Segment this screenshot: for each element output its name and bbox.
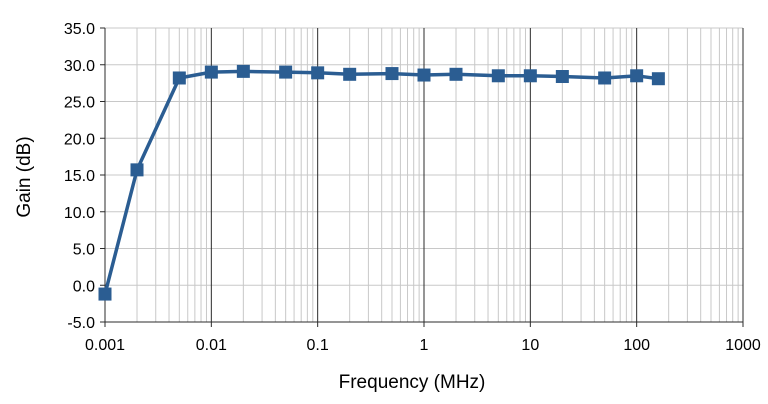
- y-tick-label: 30.0: [64, 58, 95, 75]
- y-tick-label: 15.0: [64, 168, 95, 185]
- x-tick-label: 1: [420, 337, 429, 354]
- x-tick-label: 10: [521, 337, 539, 354]
- data-point-marker: [98, 287, 112, 301]
- x-tick-label: 0.01: [196, 337, 227, 354]
- data-point-marker: [204, 65, 218, 79]
- data-point-marker: [172, 71, 186, 85]
- x-tick-label: 0.1: [307, 337, 329, 354]
- data-point-marker: [417, 68, 431, 82]
- y-tick-label: 35.0: [64, 21, 95, 38]
- data-point-marker: [385, 67, 399, 81]
- data-point-marker: [651, 72, 665, 86]
- data-point-marker: [523, 69, 537, 83]
- x-axis-title: Frequency (MHz): [339, 372, 486, 393]
- data-point-marker: [491, 69, 505, 83]
- y-axis-title: Gain (dB): [14, 136, 35, 217]
- data-point-marker: [343, 67, 357, 81]
- data-point-marker: [311, 66, 325, 80]
- x-tick-label: 1000: [725, 337, 761, 354]
- data-point-marker: [130, 163, 144, 177]
- y-tick-label: 20.0: [64, 131, 95, 148]
- data-point-marker: [279, 65, 293, 79]
- data-point-marker: [555, 70, 569, 84]
- series-layer: [98, 64, 665, 301]
- x-tick-label: 0.001: [85, 337, 125, 354]
- y-tick-labels: -5.0 0.0 5.0 10.0 15.0 20.0 25.0 30.0 35.0: [64, 21, 95, 332]
- data-point-marker: [598, 71, 612, 85]
- x-tick-labels: 0.001 0.01 0.1 1 10 100 1000: [85, 337, 761, 354]
- y-tick-label: 25.0: [64, 95, 95, 112]
- y-tick-label: 0.0: [73, 278, 95, 295]
- y-tick-label: 10.0: [64, 205, 95, 222]
- data-point-marker: [236, 64, 250, 78]
- x-tick-label: 100: [623, 337, 650, 354]
- plot-frame: [100, 27, 744, 327]
- data-point-marker: [449, 67, 463, 81]
- y-tick-label: 5.0: [73, 242, 95, 259]
- y-tick-label: -5.0: [67, 315, 95, 332]
- data-point-marker: [630, 69, 644, 83]
